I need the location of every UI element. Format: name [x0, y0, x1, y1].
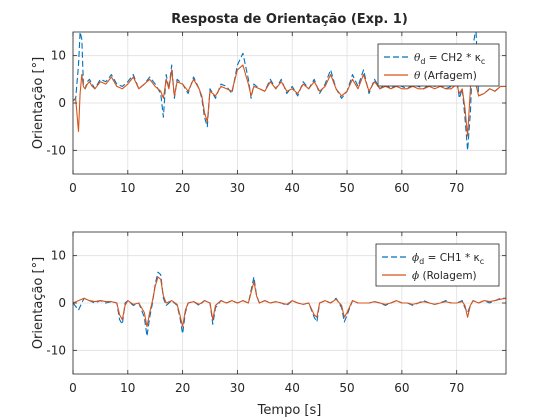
x-tick-label: 70: [449, 381, 464, 395]
x-tick-label: 0: [69, 181, 77, 195]
x-tick-label: 0: [69, 381, 77, 395]
legend-entry: ϕd = CH1 * κc: [412, 252, 484, 266]
pitch-axes: 0 10 20 30 40 50 60 70 -10 0 10 Resposta de Orienta…: [31, 12, 507, 195]
legend-box: [375, 243, 500, 287]
legend-subscript: d: [419, 257, 424, 266]
legend-box: [377, 43, 500, 87]
x-tick-label: 40: [285, 181, 300, 195]
y-tick-label: 0: [58, 96, 66, 110]
x-tick-label: 30: [230, 381, 245, 395]
legend-subscript: d: [420, 57, 425, 66]
y-axis-label: Orientação [°]: [31, 257, 46, 349]
y-tick-label: 10: [51, 49, 66, 63]
x-tick-label: 10: [120, 181, 135, 195]
x-tick-label: 70: [449, 181, 464, 195]
legend-symbol: ϕ: [412, 270, 419, 282]
legend-text: (Arfagem): [420, 70, 477, 82]
legend-symbol: θ: [414, 70, 421, 82]
x-tick-label: 50: [339, 381, 354, 395]
legend-entry: ϕ (Rolagem): [412, 270, 477, 282]
x-tick-label: 10: [120, 381, 135, 395]
legend-entry: θd = CH2 * κc: [414, 52, 485, 66]
x-axis-label: Tempo [s]: [257, 403, 322, 418]
legend-text: (Rolagem): [419, 270, 476, 282]
legend-subscript: c: [480, 257, 484, 266]
measured-series-line: [73, 276, 506, 328]
x-tick-label: 60: [394, 381, 409, 395]
series-group: [73, 271, 506, 337]
x-tick-label: 30: [230, 181, 245, 195]
legend-symbol: ϕ: [412, 252, 419, 264]
roll-axes: 0 10 20 30 40 50 60 70 -10 0 10 Tempo [s] Orientação…: [31, 231, 507, 418]
chart-title: Resposta de Orientação (Exp. 1): [171, 12, 408, 27]
legend-text: = CH1 * κ: [424, 252, 480, 264]
legend-entry: θ (Arfagem): [414, 70, 477, 82]
y-tick-label: -10: [46, 343, 66, 357]
y-tick-label: -10: [46, 143, 66, 157]
x-tick-label: 20: [175, 181, 190, 195]
y-tick-label: 10: [51, 249, 66, 263]
legend-symbol: θ: [414, 52, 421, 64]
y-axis-label: Orientação [°]: [31, 57, 46, 149]
x-tick-label: 50: [339, 181, 354, 195]
y-tick-label: 0: [58, 296, 66, 310]
legend-text: = CH2 * κ: [425, 52, 481, 64]
legend-subscript: c: [481, 57, 485, 66]
measured-series-line: [73, 45, 506, 137]
x-tick-label: 60: [394, 181, 409, 195]
x-tick-label: 20: [175, 381, 190, 395]
x-tick-label: 40: [285, 381, 300, 395]
